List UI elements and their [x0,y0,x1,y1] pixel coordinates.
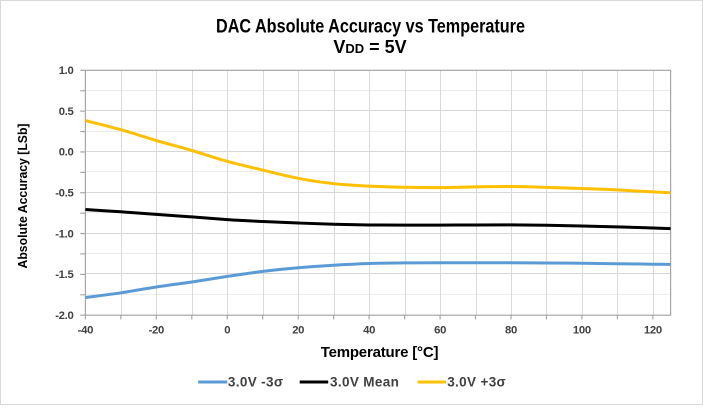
svg-text:-1.5: -1.5 [55,269,73,281]
svg-text:60: 60 [434,325,446,337]
svg-text:80: 80 [505,325,517,337]
svg-text:-20: -20 [149,325,164,337]
svg-text:-2.0: -2.0 [55,310,73,322]
svg-text:DAC Absolute Accuracy vs Tempe: DAC Absolute Accuracy vs Temperature [216,16,525,37]
svg-text:-40: -40 [78,325,93,337]
svg-text:VDD = 5V: VDD = 5V [333,37,406,57]
svg-text:100: 100 [573,325,591,337]
svg-text:Temperature [°C]: Temperature [°C] [321,344,439,361]
svg-text:0.0: 0.0 [59,147,74,159]
svg-text:0.5: 0.5 [59,106,74,118]
svg-text:120: 120 [644,325,662,337]
svg-text:3.0V Mean: 3.0V Mean [330,374,399,389]
svg-text:-1.0: -1.0 [55,228,73,240]
svg-text:Absolute Accuracy [LSb]: Absolute Accuracy [LSb] [15,124,30,269]
svg-text:3.0V +3σ: 3.0V +3σ [447,374,506,389]
svg-text:3.0V -3σ: 3.0V -3σ [228,374,284,389]
svg-text:0: 0 [224,325,230,337]
svg-text:1.0: 1.0 [59,65,74,77]
svg-text:40: 40 [363,325,375,337]
svg-text:-0.5: -0.5 [55,187,73,199]
svg-text:20: 20 [292,325,304,337]
